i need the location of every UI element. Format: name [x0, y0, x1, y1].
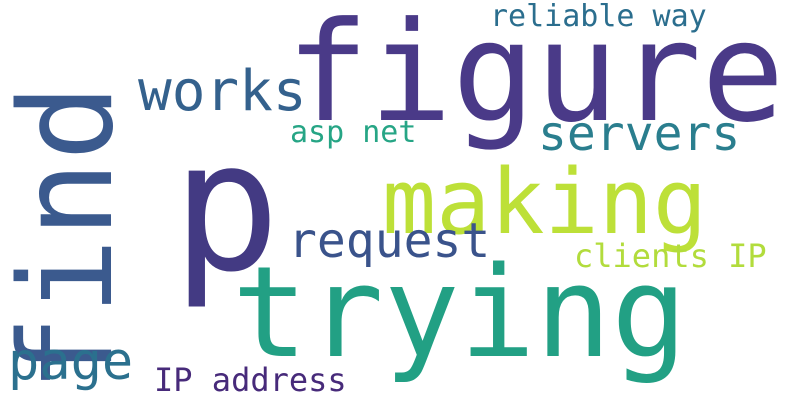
- word-ip-address: IP address: [154, 361, 347, 399]
- word-p: p: [172, 103, 281, 312]
- word-request: request: [288, 213, 491, 269]
- word-reliable-way: reliable way: [490, 0, 707, 34]
- word-works: works: [138, 59, 307, 124]
- word-figure: figure: [286, 0, 785, 153]
- word-servers: servers: [538, 106, 741, 162]
- word-trying: trying: [232, 239, 688, 386]
- word-making: making: [382, 150, 708, 255]
- word-asp-net: asp net: [290, 115, 417, 150]
- word-clients-ip: clients IP: [574, 237, 767, 275]
- word-page: page: [8, 332, 134, 392]
